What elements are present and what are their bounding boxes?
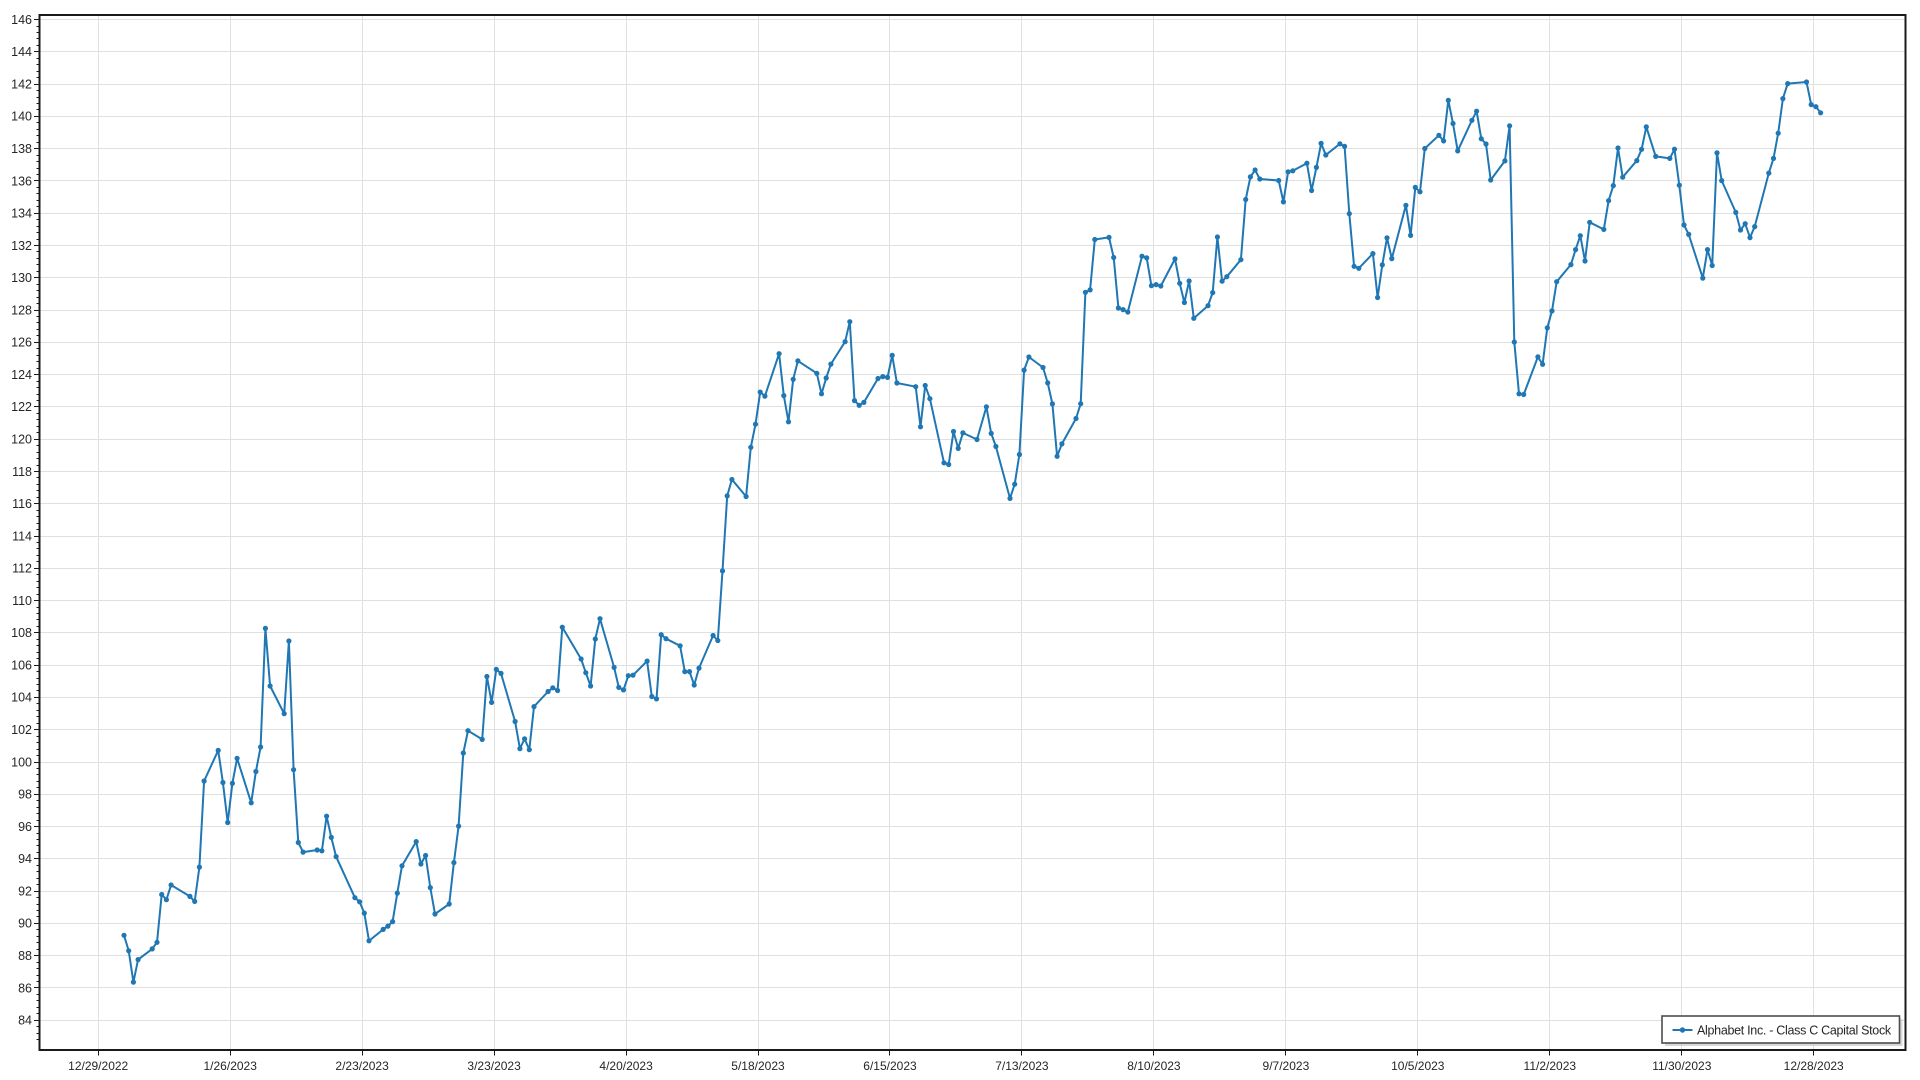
svg-text:132: 132 bbox=[11, 239, 32, 253]
svg-text:110: 110 bbox=[12, 594, 32, 608]
svg-text:144: 144 bbox=[11, 45, 32, 59]
svg-text:104: 104 bbox=[11, 691, 32, 705]
svg-text:2/23/2023: 2/23/2023 bbox=[335, 1059, 389, 1073]
svg-text:100: 100 bbox=[11, 755, 32, 769]
svg-text:4/20/2023: 4/20/2023 bbox=[599, 1059, 653, 1073]
svg-text:11/30/2023: 11/30/2023 bbox=[1652, 1059, 1711, 1073]
svg-text:140: 140 bbox=[11, 110, 32, 124]
svg-text:11/2/2023: 11/2/2023 bbox=[1524, 1059, 1577, 1073]
svg-text:120: 120 bbox=[11, 433, 32, 447]
svg-text:12/28/2023: 12/28/2023 bbox=[1784, 1059, 1844, 1073]
svg-text:134: 134 bbox=[11, 207, 32, 221]
svg-text:8/10/2023: 8/10/2023 bbox=[1127, 1059, 1181, 1073]
svg-text:3/23/2023: 3/23/2023 bbox=[467, 1059, 521, 1073]
svg-text:98: 98 bbox=[18, 788, 32, 802]
svg-text:122: 122 bbox=[11, 400, 32, 414]
svg-text:118: 118 bbox=[12, 465, 32, 479]
svg-text:6/15/2023: 6/15/2023 bbox=[863, 1059, 917, 1073]
svg-text:1/26/2023: 1/26/2023 bbox=[204, 1059, 258, 1073]
svg-text:106: 106 bbox=[11, 659, 32, 673]
svg-text:138: 138 bbox=[11, 142, 32, 156]
svg-text:Alphabet Inc. - Class C Capita: Alphabet Inc. - Class C Capital Stock bbox=[1697, 1023, 1892, 1037]
svg-text:92: 92 bbox=[18, 884, 32, 898]
svg-text:114: 114 bbox=[12, 529, 32, 543]
svg-text:5/18/2023: 5/18/2023 bbox=[731, 1059, 785, 1073]
svg-text:84: 84 bbox=[18, 1014, 32, 1028]
svg-text:88: 88 bbox=[18, 949, 32, 963]
svg-text:136: 136 bbox=[11, 174, 32, 188]
svg-text:7/13/2023: 7/13/2023 bbox=[995, 1059, 1049, 1073]
svg-text:112: 112 bbox=[12, 562, 32, 576]
svg-text:102: 102 bbox=[11, 723, 32, 737]
svg-text:94: 94 bbox=[18, 852, 32, 866]
svg-text:146: 146 bbox=[11, 13, 32, 27]
svg-text:124: 124 bbox=[11, 368, 32, 382]
svg-text:126: 126 bbox=[11, 336, 32, 350]
svg-text:116: 116 bbox=[12, 497, 32, 511]
svg-text:142: 142 bbox=[11, 77, 32, 91]
svg-text:86: 86 bbox=[18, 981, 32, 995]
svg-text:90: 90 bbox=[18, 917, 32, 931]
svg-text:9/7/2023: 9/7/2023 bbox=[1263, 1059, 1310, 1073]
svg-text:108: 108 bbox=[11, 626, 32, 640]
svg-text:12/29/2022: 12/29/2022 bbox=[68, 1059, 128, 1073]
svg-text:128: 128 bbox=[11, 303, 32, 317]
svg-text:130: 130 bbox=[11, 271, 32, 285]
svg-text:96: 96 bbox=[18, 820, 32, 834]
svg-text:10/5/2023: 10/5/2023 bbox=[1391, 1059, 1445, 1073]
